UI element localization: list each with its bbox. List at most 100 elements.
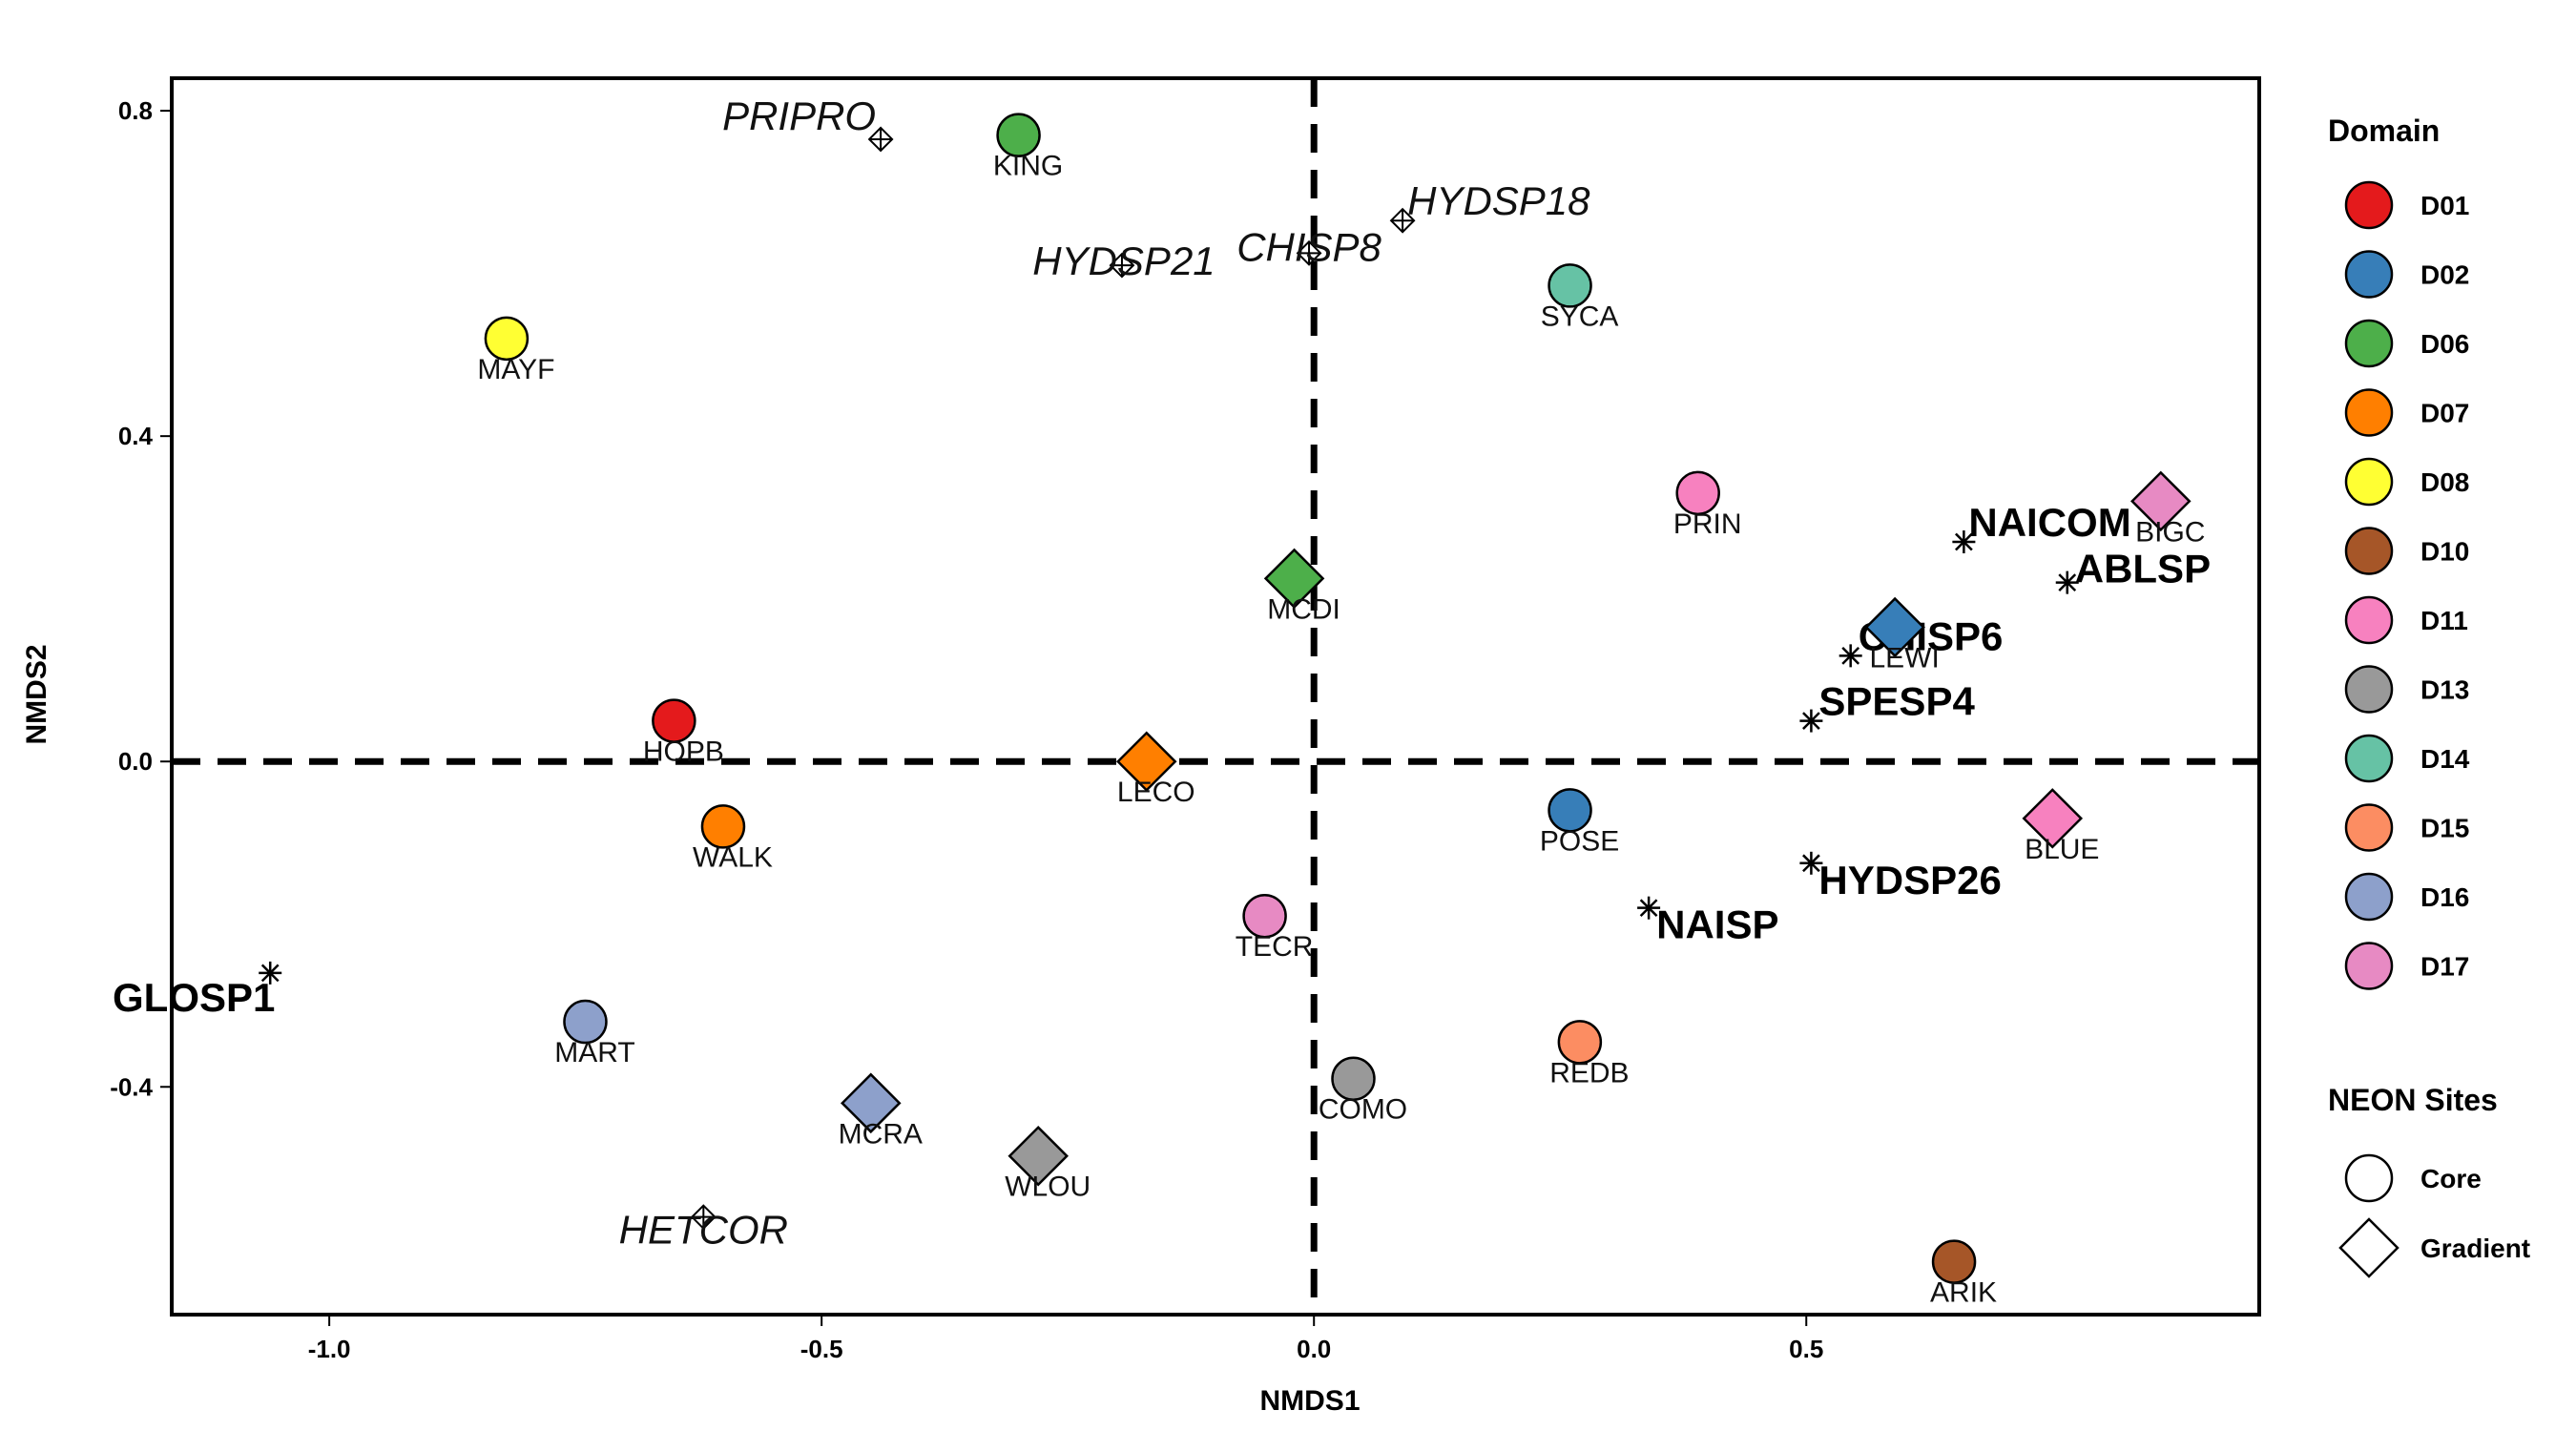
legend-entry-label: D13 [2420, 675, 2469, 705]
site-point-gradient [1115, 731, 1177, 792]
species-label: ABLSP [2075, 547, 2211, 591]
species-label: CHISP8 [1236, 224, 1381, 269]
site-point-gradient [841, 1072, 902, 1134]
species-marker-asterisk [1839, 644, 1862, 668]
y-tick-label: -0.4 [110, 1072, 153, 1101]
site-point-gradient [1864, 596, 1925, 658]
legend-entry-label: Gradient [2420, 1234, 2530, 1263]
asterisk-stroke [1955, 532, 1973, 551]
site-label: KING [993, 151, 1063, 182]
site-label: HOPB [643, 736, 724, 768]
legend-swatch [2344, 527, 2394, 575]
legend-swatch [2344, 595, 2394, 645]
site-label: MCDI [1267, 593, 1340, 625]
x-tick-label: 0.5 [1789, 1335, 1823, 1363]
site-point-core [1331, 1056, 1376, 1101]
legend-entry-label: D17 [2420, 952, 2469, 982]
legend-entry-label: D14 [2420, 744, 2470, 774]
y-tick-label: 0.0 [118, 747, 153, 776]
site-label: COMO [1319, 1094, 1407, 1126]
site-label: BLUE [2025, 834, 2099, 865]
legend-entry-label: D01 [2420, 191, 2469, 220]
site-point-core [652, 698, 696, 743]
asterisk-stroke [1802, 854, 1820, 873]
x-tick-label: 0.0 [1297, 1335, 1331, 1363]
legend-swatch [2344, 665, 2394, 714]
site-point-core [1242, 893, 1287, 939]
asterisk-stroke [2058, 573, 2077, 592]
plot-area: -1.0 -0.5 0.0 0.5 -0.4 0.0 0.4 0.8 PRIPRO HYDSP21… [110, 76, 2261, 1363]
y-tick-label: 0.8 [118, 96, 153, 125]
species-marker-asterisk [1799, 709, 1823, 733]
species-marker-diamond [1109, 252, 1135, 279]
y-tick-label: 0.4 [118, 422, 154, 450]
species-marker-asterisk [1637, 896, 1661, 920]
site-point-core [1548, 788, 1592, 833]
site-label: WLOU [1005, 1172, 1091, 1203]
site-label: SYCA [1541, 301, 1619, 332]
site-label: ARIK [1930, 1277, 1997, 1309]
legend-entry-label: D10 [2420, 537, 2469, 567]
site-point-core [484, 316, 530, 362]
asterisk-stroke [1841, 646, 1860, 665]
asterisk-stroke [1802, 712, 1820, 730]
site-point-core [996, 113, 1041, 157]
species-marker-diamond [1389, 207, 1416, 234]
site-label: POSE [1540, 825, 1619, 857]
site-label: MAYF [477, 354, 554, 385]
site-type-legend-title: NEON Sites [2328, 1083, 2498, 1117]
site-point-core [1931, 1239, 1977, 1284]
site-point-gradient [1263, 548, 1325, 610]
legend-entry-label: D11 [2420, 606, 2468, 635]
legend-swatch [2344, 180, 2394, 230]
legend-swatch [2344, 942, 2394, 990]
domain-legend-title: Domain [2328, 114, 2440, 148]
site-label: PRIN [1673, 508, 1742, 540]
species-marker-diamond [1296, 239, 1322, 266]
site-label: REDB [1549, 1057, 1629, 1089]
site-label: LECO [1117, 777, 1195, 808]
site-point-gradient [2022, 788, 2084, 849]
legend-shape-diamond [2338, 1217, 2399, 1278]
x-tick-label: -1.0 [308, 1335, 351, 1363]
legend-entry-label: D06 [2420, 329, 2469, 359]
legend-swatch [2344, 734, 2394, 783]
legend-entry-label: D08 [2420, 467, 2469, 497]
site-point-core [700, 804, 746, 849]
legend-swatch [2344, 457, 2394, 507]
legend-shape-circle [2344, 1153, 2394, 1203]
species-marker-diamond [867, 126, 894, 153]
plot-border [170, 76, 2261, 1317]
site-label: WALK [693, 841, 773, 873]
site-point-core [1557, 1020, 1603, 1065]
site-point-core [563, 999, 608, 1045]
species-marker-asterisk [259, 961, 282, 985]
asterisk-stroke [1639, 899, 1658, 918]
legend-entry-label: D16 [2420, 882, 2469, 912]
site-label: MART [554, 1037, 634, 1068]
site-label: LEWI [1869, 643, 1939, 674]
species-marker-diamond [690, 1204, 717, 1231]
site-label: MCRA [839, 1118, 923, 1150]
site-label: BIGC [2135, 516, 2205, 548]
legend-swatch [2344, 872, 2394, 922]
species-label: NAICOM [1968, 500, 2130, 545]
site-point-core [1548, 263, 1592, 308]
species-label: GLOSP1 [113, 975, 275, 1020]
species-label: NAISP [1656, 902, 1778, 947]
site-point-core [1675, 470, 1720, 516]
legend-entry-label: D02 [2420, 260, 2469, 290]
species-marker-asterisk [1952, 530, 1976, 553]
site-point-gradient [1008, 1125, 1069, 1187]
y-axis-title: NMDS2 [21, 644, 52, 744]
legend-swatch [2344, 803, 2394, 852]
legend-swatch [2344, 250, 2394, 299]
species-marker-asterisk [1799, 851, 1823, 875]
x-tick-label: -0.5 [800, 1335, 843, 1363]
legend-swatch [2344, 388, 2394, 437]
species-marker-asterisk [2055, 570, 2079, 594]
site-label: TECR [1236, 931, 1314, 963]
legend-entry-label: Core [2420, 1164, 2482, 1193]
species-label: PRIPRO [722, 93, 876, 138]
